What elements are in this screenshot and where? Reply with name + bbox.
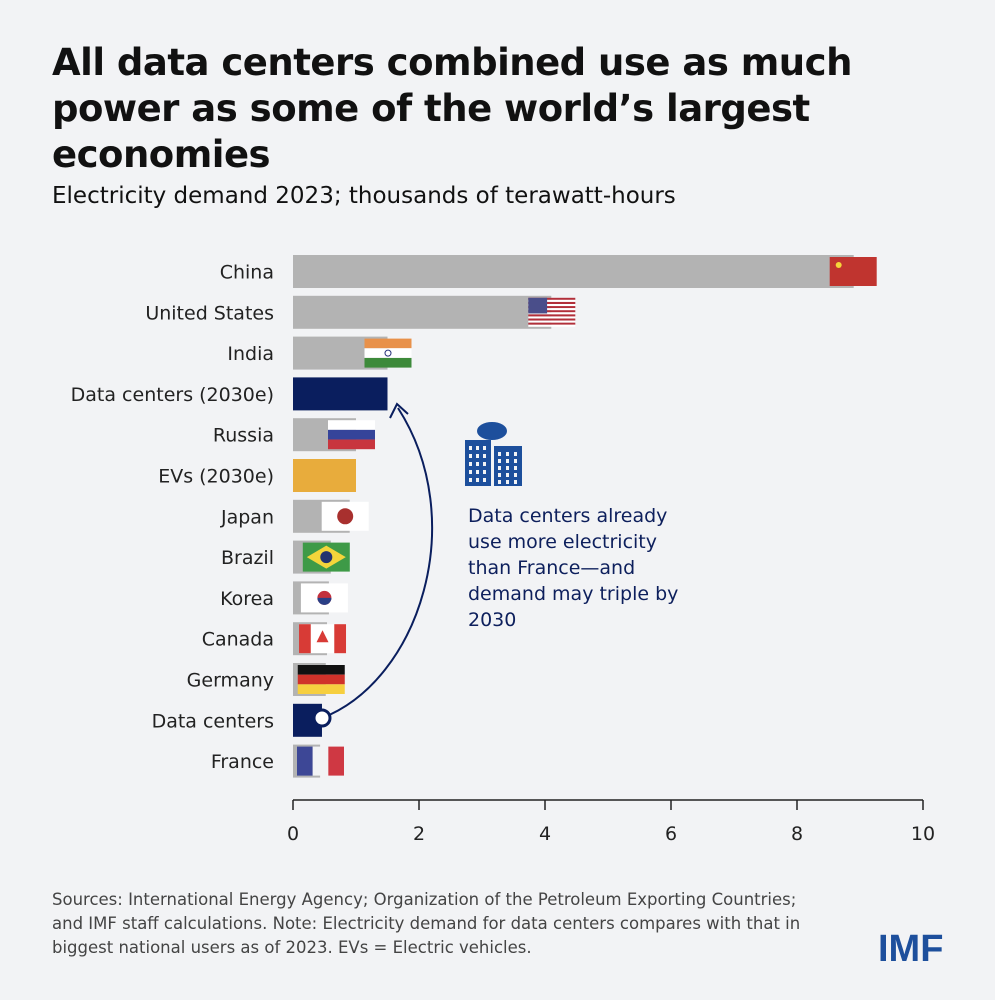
arrow [321, 407, 434, 719]
bar-row: Data centers [152, 703, 322, 737]
bar-row: Canada [202, 622, 347, 656]
category-label: Canada [202, 629, 274, 651]
bar-row: Brazil [221, 540, 350, 574]
japan-flag-icon [321, 501, 369, 531]
category-label: Korea [220, 588, 274, 610]
x-tick-label: 6 [665, 823, 677, 845]
bar-row: France [211, 744, 344, 778]
x-tick-label: 4 [539, 823, 551, 845]
source-note: Sources: International Energy Agency; Or… [52, 890, 801, 957]
arrowhead-icon [389, 402, 409, 419]
category-label: Germany [187, 670, 274, 692]
bar [293, 255, 854, 288]
korea-flag-icon [300, 583, 348, 613]
x-tick-label: 10 [911, 823, 935, 845]
category-label: Russia [213, 425, 274, 447]
bar-row: India [227, 336, 412, 370]
x-tick-label: 0 [287, 823, 299, 845]
bar-row: Japan [220, 499, 369, 533]
x-tick-label: 2 [413, 823, 425, 845]
bar-row: Germany [187, 663, 345, 696]
canada-flag-icon [299, 624, 347, 654]
annotation: Data centers already use more electricit… [468, 505, 679, 631]
bar [293, 459, 356, 492]
category-label: India [227, 343, 274, 365]
germany-flag-icon [297, 665, 345, 694]
chart-title: All data centers combined use as much po… [52, 41, 852, 176]
category-label: France [211, 751, 274, 773]
chart-subtitle: Electricity demand 2023; thousands of te… [52, 183, 676, 209]
bar-row: China [220, 255, 877, 288]
bar [293, 377, 388, 411]
usa-flag-icon [528, 297, 576, 327]
marker [312, 708, 332, 728]
china-flag-icon [829, 257, 877, 286]
bar [293, 295, 552, 329]
category-label: Brazil [221, 547, 274, 569]
bar-row: Data centers (2030e) [71, 377, 388, 411]
russia-flag-icon [328, 420, 375, 450]
brazil-flag-icon [302, 542, 350, 572]
category-label: EVs (2030e) [158, 466, 274, 488]
x-tick-label: 8 [791, 823, 803, 845]
bar-row: Korea [220, 581, 348, 615]
bar-chart: China United States India Data centers (203… [71, 255, 935, 845]
india-flag-icon [364, 338, 412, 368]
data-center-building-icon [465, 422, 522, 486]
bar-row: Russia [213, 418, 375, 452]
bar-row: United States [145, 295, 576, 329]
imf-logo: IMF [878, 928, 944, 970]
france-flag-icon [297, 746, 344, 776]
category-label: Data centers [152, 710, 274, 732]
category-label: China [220, 262, 274, 284]
category-label: Japan [220, 506, 274, 528]
category-label: Data centers (2030e) [71, 384, 274, 406]
bar-row: EVs (2030e) [158, 459, 356, 492]
category-label: United States [145, 302, 274, 324]
